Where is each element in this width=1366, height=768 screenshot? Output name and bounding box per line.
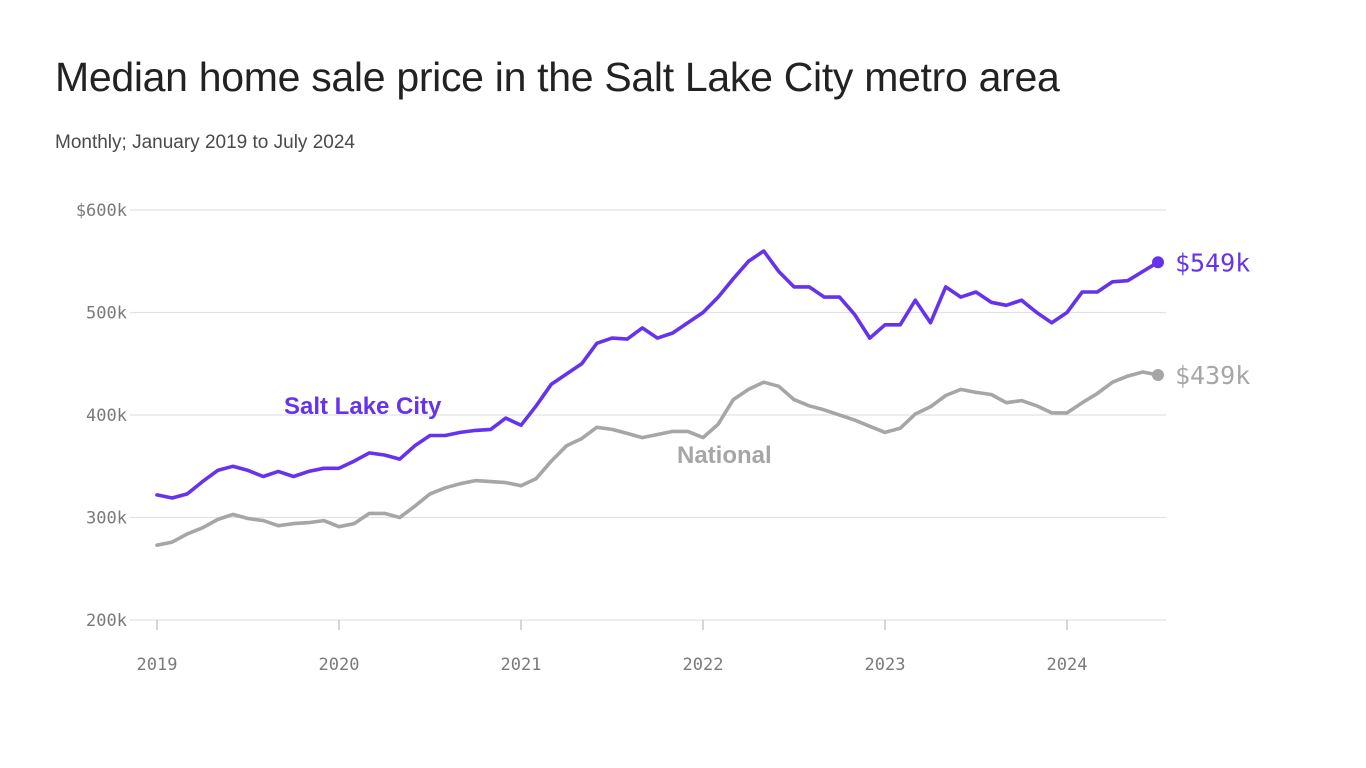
y-tick-label: 500k: [86, 304, 127, 324]
series-line-national: [155, 370, 1160, 547]
end-label-salt-lake-city: $549k: [1175, 248, 1250, 277]
grid-lines: [130, 209, 1166, 621]
chart-subtitle: Monthly; January 2019 to July 2024: [55, 132, 355, 153]
chart-title: Median home sale price in the Salt Lake …: [55, 54, 1060, 100]
end-point-national: [1152, 369, 1164, 382]
end-label-national: $439k: [1175, 361, 1250, 390]
x-tick-label: 2020: [319, 655, 360, 675]
x-tick-label: 2021: [501, 655, 542, 675]
x-axis-ticks: 2019 2020 2021 2022 2023 2024: [137, 620, 1088, 675]
y-tick-label: 400k: [86, 406, 127, 426]
series-line-salt-lake-city: [155, 249, 1160, 500]
y-tick-label: 200k: [86, 611, 127, 631]
end-point-salt-lake-city: [1152, 256, 1164, 269]
x-tick-label: 2019: [137, 655, 178, 675]
series-label-salt-lake-city: Salt Lake City: [284, 393, 442, 420]
x-tick-label: 2022: [683, 655, 724, 675]
y-tick-label: $600k: [76, 201, 127, 221]
x-tick-label: 2023: [865, 655, 906, 675]
y-axis-ticks: 200k 300k 400k 500k $600k: [76, 201, 127, 631]
y-tick-label: 300k: [86, 509, 127, 529]
series-lines: $439k $549k: [155, 248, 1250, 547]
x-tick-label: 2024: [1047, 655, 1088, 675]
series-label-national: National: [677, 442, 772, 469]
